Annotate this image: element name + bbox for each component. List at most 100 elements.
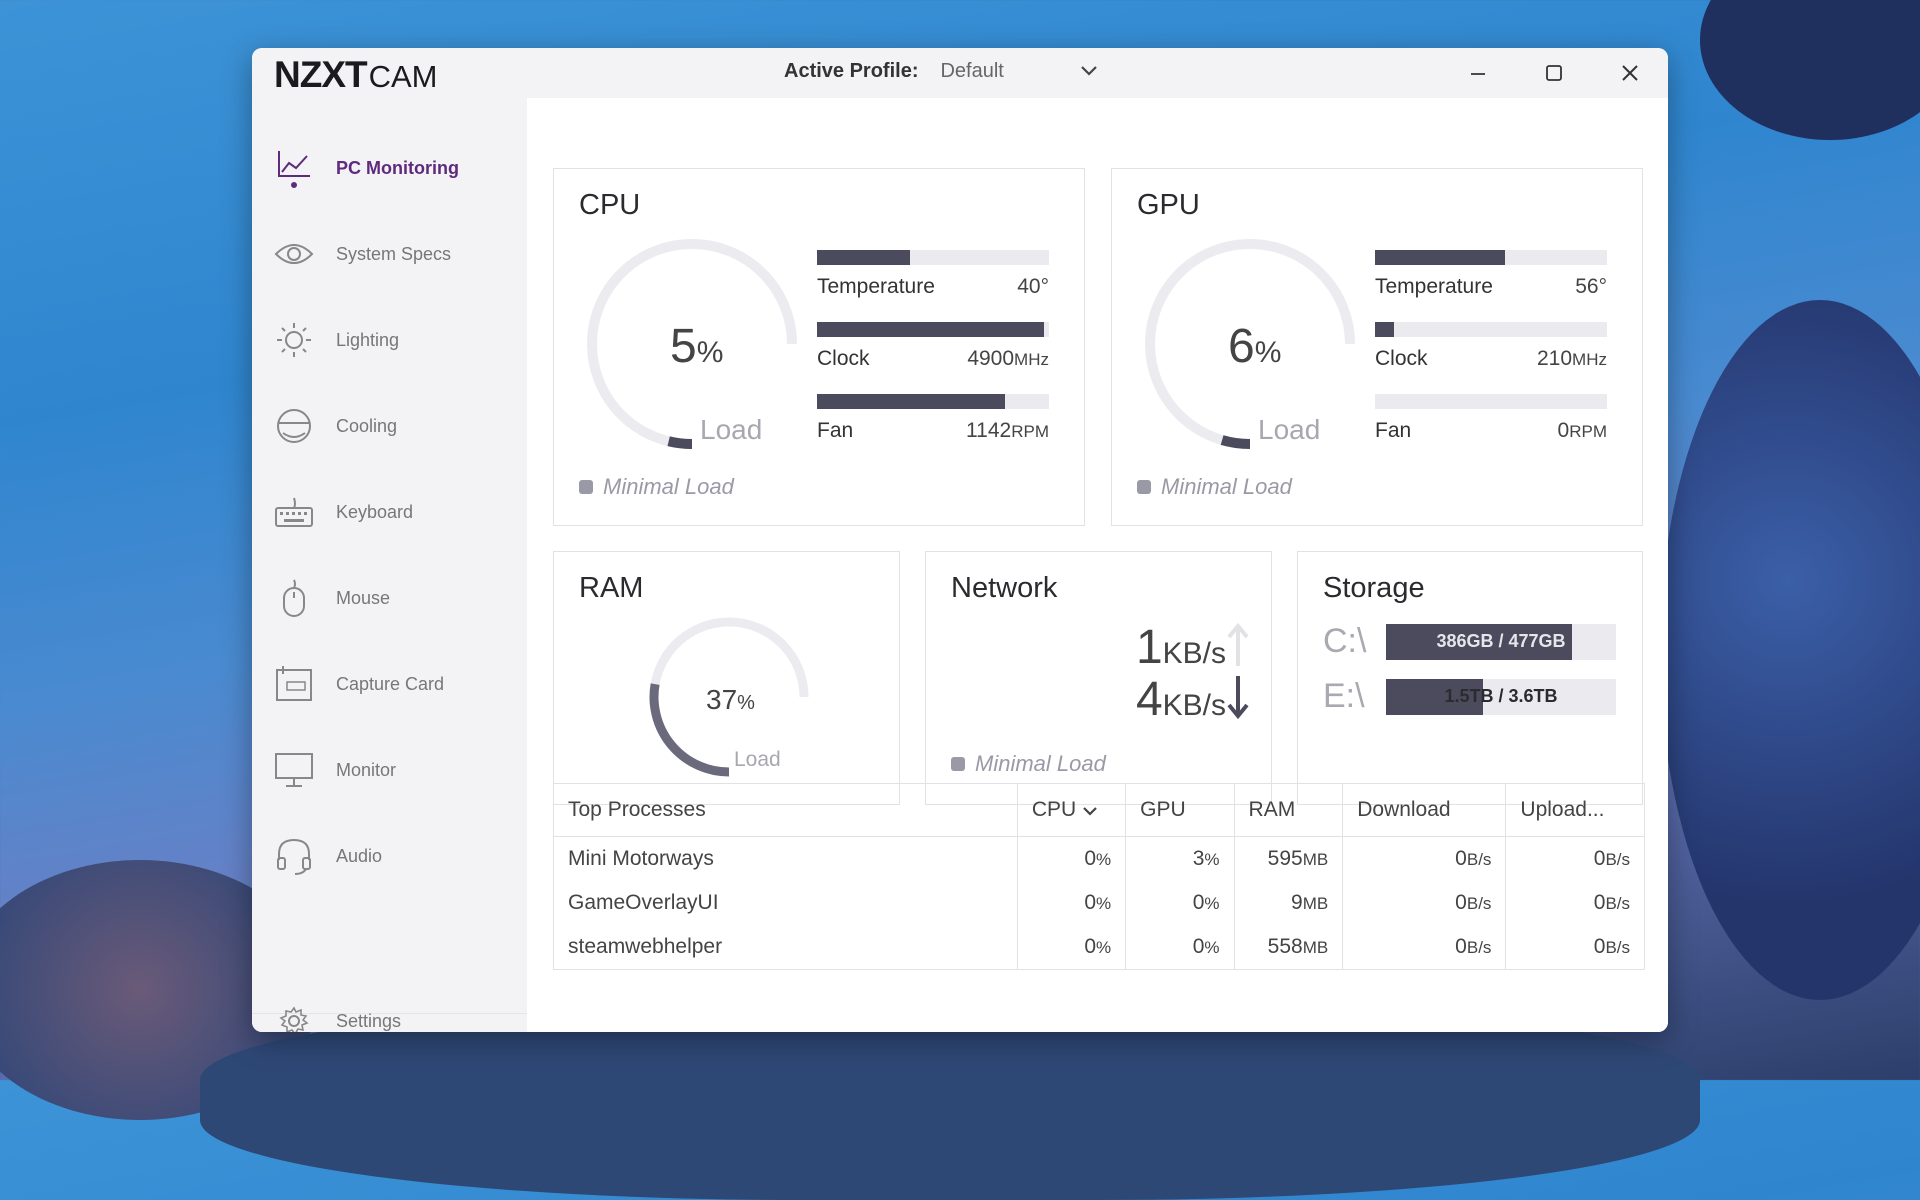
process-upload: 0B/s xyxy=(1505,836,1645,881)
gpu-clock-bar xyxy=(1375,322,1607,337)
table-row[interactable]: GameOverlayUI 0% 0% 9MB 0B/s 0B/s xyxy=(554,881,1645,925)
upload-rate: 1KB/s xyxy=(1135,621,1226,674)
process-upload: 0B/s xyxy=(1505,881,1645,925)
stat-label: Clock xyxy=(1375,347,1428,370)
sidebar-item-monitor[interactable]: Monitor xyxy=(274,745,396,795)
drive-usage-bar: 386GB / 477GB xyxy=(1386,623,1616,660)
column-header-gpu[interactable]: GPU xyxy=(1125,783,1235,837)
gpu-fan-value: 0RPM xyxy=(1557,419,1607,442)
sidebar-item-settings[interactable]: Settings xyxy=(274,996,401,1032)
arrow-up-icon xyxy=(1226,622,1250,673)
sidebar-item-pc-monitoring[interactable]: PC Monitoring xyxy=(274,143,459,193)
gpu-temperature-value: 56° xyxy=(1575,275,1607,298)
product-name: CAM xyxy=(368,59,438,94)
sidebar-item-label: Mouse xyxy=(336,587,391,608)
process-name: Mini Motorways xyxy=(568,847,714,870)
stat-label: Clock xyxy=(817,347,870,370)
network-status: Minimal Load xyxy=(951,751,1106,777)
cpu-clock-value: 4900MHz xyxy=(967,347,1049,370)
settings-label: Settings xyxy=(336,1010,402,1031)
column-header-cpu[interactable]: CPU xyxy=(1016,783,1126,837)
gpu-status: Minimal Load xyxy=(1137,474,1292,500)
chevron-down-icon xyxy=(1083,807,1097,816)
sidebar-item-label: Monitor xyxy=(336,759,397,780)
cpu-temperature-value: 40° xyxy=(1017,275,1049,298)
top-processes-table: Top Processes CPU GPU RAM Download Uploa… xyxy=(553,783,1645,970)
cooler-icon xyxy=(274,406,314,446)
column-header-download[interactable]: Download xyxy=(1342,783,1506,837)
process-download: 0B/s xyxy=(1342,836,1506,881)
wallpaper-tree-right xyxy=(1660,300,1920,1000)
table-header-row: Top Processes CPU GPU RAM Download Uploa… xyxy=(553,783,1645,837)
sidebar-item-label: Audio xyxy=(336,845,383,866)
cpu-card: CPU 5% Load Temperature 40° Clock 4900MH… xyxy=(553,168,1085,526)
sidebar-item-mouse[interactable]: Mouse xyxy=(274,573,390,623)
column-header-upload[interactable]: Upload... xyxy=(1505,783,1645,837)
table-row[interactable]: steamwebhelper 0% 0% 558MB 0B/s 0B/s xyxy=(554,925,1645,970)
sidebar-item-keyboard[interactable]: Keyboard xyxy=(274,487,413,537)
storage-drive-e: E:\ 1.5TB / 3.6TB xyxy=(1323,677,1616,716)
gpu-load-gauge xyxy=(1145,239,1355,449)
process-ram: 595MB xyxy=(1233,836,1343,881)
card-title: Storage xyxy=(1323,572,1425,604)
sidebar-item-label: Lighting xyxy=(336,329,400,350)
sidebar-item-label: Keyboard xyxy=(336,501,414,522)
card-title: GPU xyxy=(1137,189,1200,221)
cpu-fan-value: 1142RPM xyxy=(966,419,1049,442)
ram-load-label: Load xyxy=(734,748,781,771)
stat-label: Temperature xyxy=(1375,275,1493,298)
process-ram: 558MB xyxy=(1233,925,1343,970)
cpu-load-value: 5% xyxy=(670,320,724,373)
process-name: GameOverlayUI xyxy=(568,891,719,914)
sidebar-item-capture-card[interactable]: Capture Card xyxy=(274,659,444,709)
gpu-load-label: Load xyxy=(1258,414,1321,445)
maximize-button[interactable] xyxy=(1530,56,1578,90)
sidebar-item-system-specs[interactable]: System Specs xyxy=(274,229,451,279)
process-gpu: 0% xyxy=(1125,925,1235,970)
cpu-fan-bar xyxy=(817,394,1049,409)
chart-line-icon xyxy=(274,148,314,188)
sidebar-item-label: Cooling xyxy=(336,415,398,436)
process-cpu: 0% xyxy=(1016,925,1126,970)
title-bar: NZXT CAM Active Profile: Default xyxy=(252,48,1668,98)
column-header-ram[interactable]: RAM xyxy=(1233,783,1343,837)
drive-label: C:\ xyxy=(1323,622,1367,660)
sun-icon xyxy=(274,320,314,360)
sidebar-item-audio[interactable]: Audio xyxy=(274,831,382,881)
eye-icon xyxy=(274,234,314,274)
sidebar-item-lighting[interactable]: Lighting xyxy=(274,315,399,365)
process-gpu: 0% xyxy=(1125,881,1235,925)
process-download: 0B/s xyxy=(1342,881,1506,925)
cpu-load-gauge xyxy=(587,239,797,449)
gpu-temperature-bar xyxy=(1375,250,1607,265)
sidebar-item-cooling[interactable]: Cooling xyxy=(274,401,397,451)
card-title: RAM xyxy=(579,572,644,604)
sidebar-item-label: Capture Card xyxy=(336,673,445,694)
monitor-icon xyxy=(274,750,314,790)
card-title: CPU xyxy=(579,189,641,221)
minimize-button[interactable] xyxy=(1454,56,1502,90)
storage-drive-c: C:\ 386GB / 477GB xyxy=(1323,622,1616,661)
card-title: Network xyxy=(951,572,1058,604)
gpu-load-value: 6% xyxy=(1228,320,1282,373)
sidebar: PC Monitoring System Specs Lighting Cool… xyxy=(252,98,527,1032)
table-row[interactable]: Mini Motorways 0% 3% 595MB 0B/s 0B/s xyxy=(554,836,1645,881)
active-profile-selector[interactable]: Active Profile: Default xyxy=(784,60,1098,83)
app-window: NZXT CAM Active Profile: Default PC Moni… xyxy=(252,48,1668,1032)
capture-card-icon xyxy=(274,664,314,704)
status-dot xyxy=(951,757,965,771)
mouse-icon xyxy=(274,578,314,618)
chevron-down-icon[interactable] xyxy=(1080,61,1098,82)
arrow-down-icon xyxy=(1226,674,1250,725)
status-dot xyxy=(579,480,593,494)
cpu-clock-bar xyxy=(817,322,1049,337)
active-profile-value[interactable]: Default xyxy=(940,60,1004,82)
cpu-temperature-bar xyxy=(817,250,1049,265)
stat-label: Fan xyxy=(1375,419,1412,442)
headset-icon xyxy=(274,836,314,876)
ram-load-gauge xyxy=(649,617,809,777)
wallpaper-tree-right-top xyxy=(1700,0,1920,140)
close-button[interactable] xyxy=(1606,56,1654,90)
gpu-fan-bar xyxy=(1375,394,1607,409)
sidebar-item-label: System Specs xyxy=(336,243,452,264)
